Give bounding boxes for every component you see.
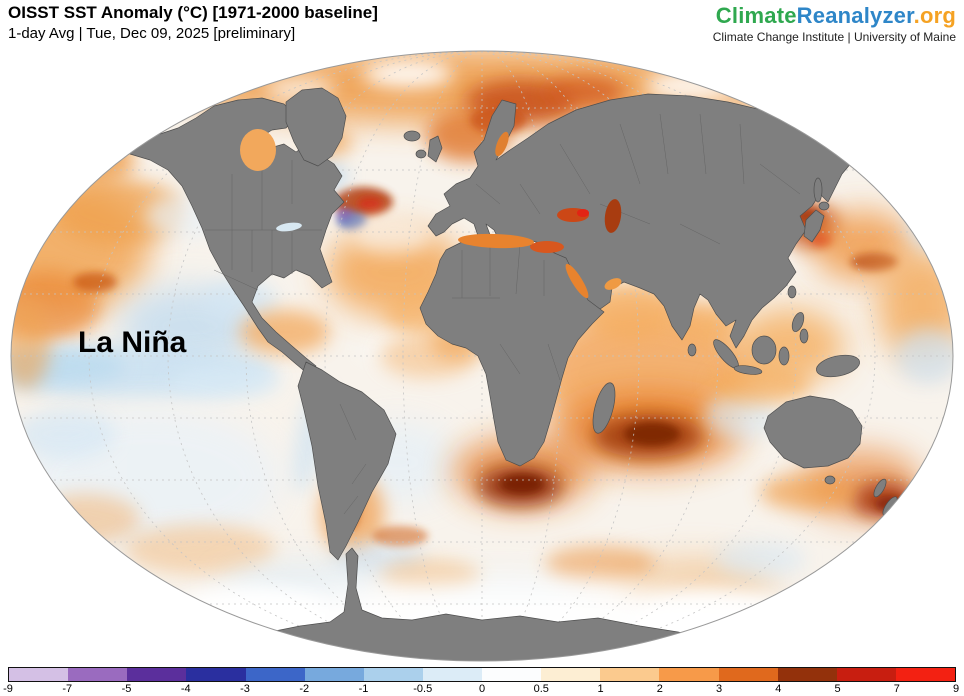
colorbar-tick: -1 bbox=[358, 683, 369, 695]
colorbar-tick: -4 bbox=[180, 683, 191, 695]
institute-tagline: Climate Change Institute | University of… bbox=[712, 30, 956, 44]
colorbar-tick: 2 bbox=[656, 683, 663, 695]
colorbar-segment bbox=[422, 668, 482, 681]
colorbar-segment bbox=[304, 668, 364, 681]
colorbar-segment bbox=[541, 668, 601, 681]
island-greenland bbox=[285, 87, 347, 167]
colorbar-segment bbox=[363, 668, 423, 681]
island-taiwan bbox=[787, 285, 797, 299]
logo-reanalyzer: Reanalyzer bbox=[796, 3, 914, 28]
colorbar-segment bbox=[600, 668, 660, 681]
site-logo: ClimateReanalyzer.org bbox=[713, 4, 956, 28]
colorbar-ticks: -9 -7 -5 -4 -3 -2 -1 -0.5 0 0.5 1 2 3 4 5 7 9 bbox=[3, 683, 960, 696]
island-nz-north bbox=[873, 478, 887, 498]
la-nina-label: La Niña bbox=[78, 326, 187, 359]
logo-climate: Climate bbox=[715, 3, 797, 28]
island-britain bbox=[427, 135, 443, 163]
colorbar-tick: -7 bbox=[62, 683, 73, 695]
island-borneo bbox=[751, 335, 777, 365]
island-madagascar bbox=[592, 382, 616, 434]
colorbar-tick: 0.5 bbox=[533, 683, 549, 695]
gulf-persian bbox=[604, 278, 622, 290]
continent-south-america bbox=[297, 361, 397, 561]
colorbar-segment bbox=[718, 668, 778, 681]
colorbar-segment bbox=[777, 668, 837, 681]
island-java bbox=[733, 365, 763, 375]
continent-australia bbox=[763, 395, 863, 469]
colorbar-tick: 0 bbox=[478, 683, 486, 695]
island-iceland bbox=[403, 130, 421, 142]
page-title: OISST SST Anomaly (°C) [1971-2000 baseli… bbox=[8, 3, 378, 22]
colorbar-segment bbox=[836, 668, 896, 681]
map-header: OISST SST Anomaly (°C) [1971-2000 baseli… bbox=[8, 3, 378, 43]
colorbar-segment bbox=[895, 668, 955, 681]
sst-anomaly-map: La Niña bbox=[10, 50, 954, 662]
colorbar-tick: 4 bbox=[775, 683, 782, 695]
sea-red bbox=[565, 263, 589, 299]
island-ireland bbox=[415, 149, 427, 159]
continent-north-america bbox=[111, 97, 345, 375]
colorbar-tick: 3 bbox=[715, 683, 723, 695]
island-japan bbox=[803, 209, 825, 243]
colorbar-tick: 1 bbox=[597, 683, 604, 695]
sea-baltic bbox=[495, 131, 509, 157]
colorbar-tick: -0.5 bbox=[413, 683, 433, 695]
colorbar-tick: -3 bbox=[240, 683, 250, 695]
sea-black-hotspot bbox=[577, 209, 589, 217]
island-philippines bbox=[791, 312, 805, 332]
great-lakes bbox=[276, 222, 302, 232]
sea-mediterranean-east bbox=[530, 241, 564, 253]
country-borders bbox=[205, 113, 801, 515]
logo-org: .org bbox=[913, 3, 956, 28]
hudson-bay bbox=[240, 129, 276, 171]
colorbar-tick: -9 bbox=[3, 683, 13, 695]
colorbar-segment bbox=[245, 668, 305, 681]
colorbar-tick: -2 bbox=[299, 683, 310, 695]
colorbar-segment bbox=[186, 668, 246, 681]
colorbar-tick: 9 bbox=[952, 683, 960, 695]
colorbar-segment bbox=[9, 668, 69, 681]
island-mindanao bbox=[799, 328, 809, 344]
island-hokkaido bbox=[818, 201, 830, 211]
colorbar-segment bbox=[659, 668, 719, 681]
island-tasmania bbox=[824, 475, 836, 485]
colorbar-segment bbox=[68, 668, 128, 681]
island-sulawesi bbox=[778, 346, 790, 366]
inland-seas bbox=[240, 129, 622, 299]
colorbar-segment bbox=[482, 668, 542, 681]
colorbar bbox=[8, 667, 956, 682]
colorbar-tick: -5 bbox=[121, 683, 132, 695]
colorbar-tick: 5 bbox=[834, 683, 841, 695]
colorbar-segment bbox=[127, 668, 187, 681]
island-new-guinea bbox=[816, 354, 860, 378]
sea-mediterranean-west bbox=[458, 233, 534, 249]
site-branding: ClimateReanalyzer.org Climate Change Ins… bbox=[712, 4, 956, 45]
island-sakhalin bbox=[813, 177, 823, 203]
map-outline bbox=[10, 50, 954, 662]
page-subtitle: 1-day Avg | Tue, Dec 09, 2025 [prelimina… bbox=[8, 25, 296, 42]
colorbar-tick: 7 bbox=[893, 683, 900, 695]
sea-caspian bbox=[604, 199, 622, 233]
island-sri-lanka bbox=[687, 343, 697, 357]
